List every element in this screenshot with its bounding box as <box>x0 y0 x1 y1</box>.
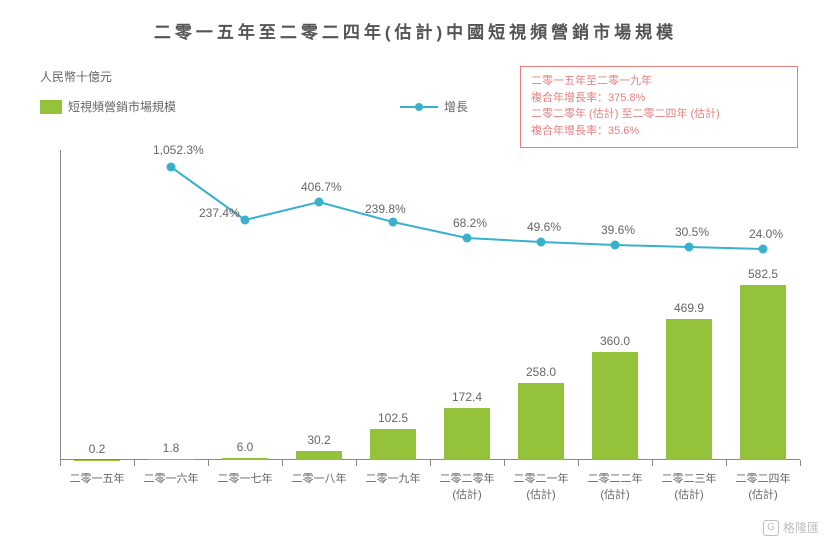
growth-value-label: 24.0% <box>749 227 783 241</box>
watermark-text: 格隆匯 <box>783 519 819 536</box>
x-tick <box>430 460 431 466</box>
growth-value-label: 30.5% <box>675 225 709 239</box>
x-tick <box>800 460 801 466</box>
y-axis-unit-label: 人民幣十億元 <box>40 68 112 85</box>
x-category-sublabel: (估計) <box>504 486 578 502</box>
legend-bar-label: 短視頻營銷市場規模 <box>68 98 176 115</box>
growth-marker <box>759 245 768 254</box>
x-tick <box>726 460 727 466</box>
growth-marker <box>463 234 472 243</box>
legend-bar: 短視頻營銷市場規模 <box>40 98 176 115</box>
x-category-label: 二零一七年 <box>208 470 282 486</box>
growth-value-label: 39.6% <box>601 223 635 237</box>
x-tick <box>282 460 283 466</box>
cagr-line-1: 二零一五年至二零一九年 <box>531 73 787 90</box>
x-category-label: 二零一六年 <box>134 470 208 486</box>
cagr-line-4: 複合年增長率：35.6% <box>531 123 787 140</box>
x-tick <box>134 460 135 466</box>
x-category-label: 二零二四年 <box>726 470 800 486</box>
growth-marker <box>389 218 398 227</box>
cagr-line-2: 複合年增長率：375.8% <box>531 90 787 107</box>
legend-line-swatch <box>400 100 438 114</box>
growth-value-label: 406.7% <box>301 180 342 194</box>
x-category-label: 二零二二年 <box>578 470 652 486</box>
growth-value-label: 68.2% <box>453 216 487 230</box>
cagr-line-3: 二零二零年 (估計) 至二零二四年 (估計) <box>531 106 787 123</box>
watermark-icon: G <box>763 520 779 536</box>
x-category-label: 二零二三年 <box>652 470 726 486</box>
x-category-sublabel: (估計) <box>430 486 504 502</box>
growth-marker <box>241 216 250 225</box>
growth-marker <box>611 241 620 250</box>
x-category-label: 二零一八年 <box>282 470 356 486</box>
x-tick <box>208 460 209 466</box>
x-category-label: 二零二一年 <box>504 470 578 486</box>
x-tick <box>578 460 579 466</box>
growth-marker <box>315 198 324 207</box>
x-category-sublabel: (估計) <box>652 486 726 502</box>
growth-marker <box>537 238 546 247</box>
chart-title: 二零一五年至二零二四年(估計)中國短視頻營銷市場規模 <box>0 18 831 43</box>
x-category-label: 二零一九年 <box>356 470 430 486</box>
x-tick <box>60 460 61 466</box>
growth-value-label: 237.4% <box>199 206 240 220</box>
legend-line: 增長 <box>400 98 468 115</box>
chart-plot-area: 0.2二零一五年1.8二零一六年6.0二零一七年30.2二零一八年102.5二零… <box>60 150 800 460</box>
x-tick <box>504 460 505 466</box>
x-tick <box>652 460 653 466</box>
legend-line-label: 增長 <box>444 98 468 115</box>
growth-marker <box>685 243 694 252</box>
growth-line <box>60 150 800 460</box>
growth-value-label: 239.8% <box>365 202 406 216</box>
growth-value-label: 49.6% <box>527 220 561 234</box>
x-category-label: 二零二零年 <box>430 470 504 486</box>
legend-bar-swatch <box>40 100 62 114</box>
cagr-annotation-box: 二零一五年至二零一九年 複合年增長率：375.8% 二零二零年 (估計) 至二零… <box>520 66 798 148</box>
x-tick <box>356 460 357 466</box>
x-category-sublabel: (估計) <box>726 486 800 502</box>
watermark: G 格隆匯 <box>763 519 819 536</box>
x-category-sublabel: (估計) <box>578 486 652 502</box>
growth-value-label: 1,052.3% <box>153 143 204 157</box>
x-category-label: 二零一五年 <box>60 470 134 486</box>
growth-marker <box>167 163 176 172</box>
